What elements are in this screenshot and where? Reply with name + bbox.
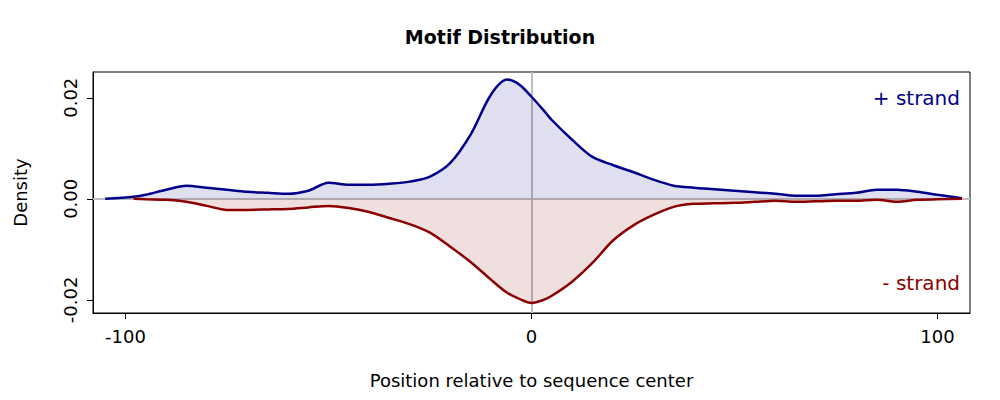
svg-text:100: 100	[920, 326, 954, 347]
svg-text:0.00: 0.00	[60, 179, 81, 219]
svg-text:0: 0	[526, 326, 537, 347]
svg-text:- strand: - strand	[882, 271, 960, 295]
svg-text:Density: Density	[10, 158, 31, 227]
svg-text:0.02: 0.02	[60, 78, 81, 118]
svg-text:-0.02: -0.02	[60, 277, 81, 324]
svg-text:Position relative to sequence: Position relative to sequence center	[370, 370, 694, 391]
svg-text:+ strand: + strand	[873, 86, 960, 110]
svg-text:-100: -100	[105, 326, 146, 347]
svg-text:Motif Distribution: Motif Distribution	[405, 26, 595, 48]
